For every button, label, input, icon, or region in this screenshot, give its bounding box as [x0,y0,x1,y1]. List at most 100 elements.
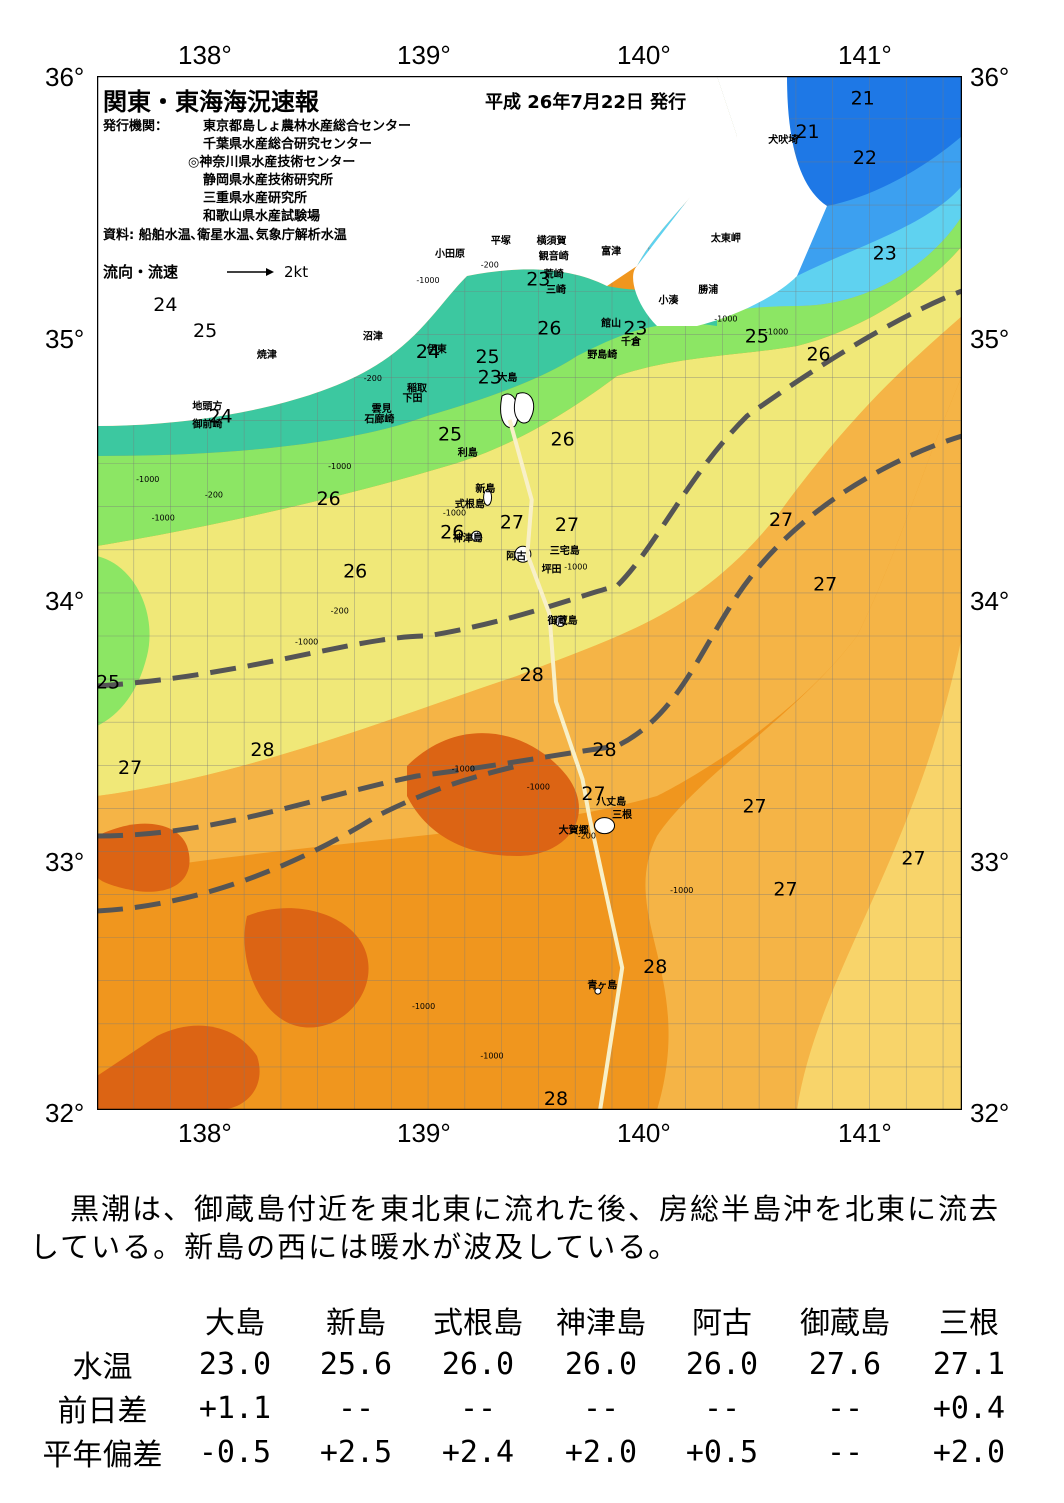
place-label: 地頭方 [192,399,222,412]
place-label: 焼津 [257,348,277,361]
ship-track [507,419,625,1110]
place-label: 富津 [601,244,621,257]
table-cell: +2.4 [441,1434,515,1470]
place-label: 八丈島 [595,795,626,808]
depth-label: -200 [578,832,596,841]
place-label: 荒崎 [543,268,564,281]
lon-label-138-bottom: 138° [178,1118,232,1148]
table-cell: +2.5 [319,1434,393,1470]
isotherm-label: 27 [773,878,797,900]
place-label: 三崎 [546,283,566,296]
table-cell: 26.0 [441,1346,515,1382]
isotherm-label: 25 [193,320,217,342]
depth-label: -1000 [527,782,550,791]
issuer-5: 和歌山県水産試験場 [203,209,321,224]
place-label: 雲見 [372,403,392,415]
place-label: 阿古 [506,549,526,562]
place-label: 小田原 [434,247,465,260]
isotherm-label: 26 [343,560,367,582]
flow-legend-arrow [227,268,274,276]
table-row: 平年偏差 -0.5 +2.5 +2.4 +2.0 +0.5 -- +2.0 [30,1430,1029,1474]
bulletin-title: 関東・東海海況速報 [103,88,319,116]
summary-text: 黒潮は、御蔵島付近を東北東に流れた後、房総半島沖を北東に流去している。新島の西に… [30,1192,1001,1264]
station-table: 大島 新島 式根島 神津島 阿古 御蔵島 三根 水温 23.0 25.6 26.… [30,1298,1029,1474]
issuer-4: 三重県水産研究所 [203,191,308,206]
lon-label-140-bottom: 140° [617,1118,671,1148]
table-cell: -0.5 [198,1434,272,1470]
place-label: 観音崎 [539,250,569,263]
flow-legend-unit: 2kt [284,263,309,281]
depth-label: -200 [481,260,499,269]
zone-29-pocket [407,733,579,856]
table-cell: 25.6 [319,1346,393,1382]
lat-label-34-right: 34° [970,586,1010,616]
table-cell: +0.5 [685,1434,759,1470]
table-header-row: 大島 新島 式根島 神津島 阿古 御蔵島 三根 [30,1298,1029,1342]
isotherm-label: 27 [500,511,524,533]
place-label: 坪田 [542,562,562,575]
isotherm-label: 28 [643,956,667,978]
isotherm-label: 24 [153,294,177,316]
isotherm-label: 28 [250,739,274,761]
issuer-0: 東京都島しょ農林水産総合センター [203,119,412,134]
place-label: 沼津 [363,330,383,343]
lon-label-138-top: 138° [178,40,232,70]
lon-label-141-bottom: 141° [838,1118,892,1148]
row-label: 前日差 [57,1394,148,1429]
place-label: 青ヶ島 [587,979,617,992]
isotherm-label: 25 [438,423,462,445]
station-header: 式根島 [433,1306,523,1341]
depth-label: -1000 [765,328,788,337]
depth-label: -1000 [714,315,737,324]
isotherm-label: 26 [317,488,341,510]
isotherm-label: 24 [416,341,440,363]
lon-label-140-top: 140° [617,40,671,70]
land-areas [97,76,962,995]
table-cell: -- [703,1390,741,1426]
depth-label: -1000 [328,462,351,471]
table-cell: 23.0 [198,1346,272,1382]
station-header: 大島 [205,1306,265,1341]
lat-label-35-left: 35° [45,324,85,354]
depth-label: -200 [364,374,382,383]
place-label: 太東岬 [710,231,741,244]
table-cell: 26.0 [685,1346,759,1382]
isotherm-label: 26 [440,522,464,544]
station-header: 新島 [326,1306,386,1341]
place-label: 大賀郷 [559,823,589,836]
isotherm-label: 27 [581,783,605,805]
depth-label: -1000 [152,514,175,523]
table-row: 水温 23.0 25.6 26.0 26.0 26.0 27.6 27.1 [30,1342,1029,1386]
place-label: 勝浦 [698,283,718,296]
table-cell: +2.0 [932,1434,1006,1470]
zone-27-belt [97,316,962,876]
table-cell: -- [337,1390,375,1426]
isotherm-label: 22 [853,147,877,169]
island-niijima [483,488,493,506]
kuroshio-axis [97,288,962,914]
island-aogashima [594,987,602,995]
place-label: 新島 [475,482,495,495]
lat-label-32-left: 32° [45,1098,85,1128]
isotherm-label: 27 [901,847,925,869]
table-cell: 27.6 [808,1346,882,1382]
place-label: 御蔵島 [547,614,578,627]
ship-track-line [507,419,625,1110]
lat-label-33-left: 33° [45,847,85,877]
isotherm-label: 27 [769,509,793,531]
place-label: 式根島 [455,498,485,511]
place-label: 神津島 [453,531,483,544]
land-honshu [97,76,737,426]
depth-label: -1000 [443,508,466,517]
table-cell: +2.0 [564,1434,638,1470]
zone-21 [787,76,962,206]
depth-label: -1000 [670,886,693,895]
isotherm-label: 28 [520,664,544,686]
land-boso [97,76,962,326]
zone-26-southeast [797,636,962,1110]
lon-label-139-top: 139° [397,40,451,70]
map-frame [97,76,962,1110]
isotherm-label: 23 [478,367,502,389]
zone-29-pocket [97,823,190,892]
